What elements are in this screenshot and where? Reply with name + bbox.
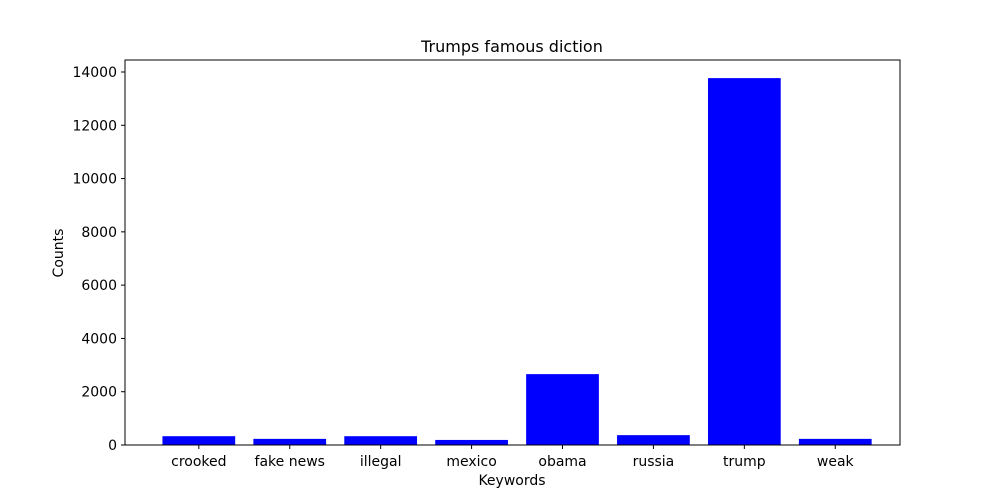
y-tick-label: 4000 bbox=[81, 331, 117, 347]
bar-illegal bbox=[344, 436, 418, 445]
chart-title: Trumps famous diction bbox=[420, 37, 603, 56]
y-tick-label: 6000 bbox=[81, 278, 117, 294]
bar-crooked bbox=[162, 436, 236, 445]
y-tick-label: 12000 bbox=[72, 118, 117, 134]
bar-mexico bbox=[435, 439, 508, 445]
plot-area-frame bbox=[124, 59, 901, 446]
x-tick-label: weak bbox=[817, 454, 855, 470]
x-axis-ticks: crooked fake news illegal mexico obama russia… bbox=[171, 445, 855, 470]
y-tick-label: 0 bbox=[108, 438, 117, 454]
y-axis-ticks: 0 2000 4000 6000 8000 10000 12000 14000 bbox=[72, 65, 125, 454]
bar-russia bbox=[617, 435, 690, 445]
x-tick-label: illegal bbox=[360, 454, 402, 470]
x-tick-label: fake news bbox=[255, 454, 325, 470]
y-tick-label: 14000 bbox=[72, 65, 117, 81]
y-axis-label: Counts bbox=[51, 229, 67, 278]
bars-layer bbox=[162, 78, 872, 445]
y-tick-label: 2000 bbox=[81, 385, 117, 401]
y-tick-label: 8000 bbox=[81, 225, 117, 241]
x-tick-label: russia bbox=[633, 454, 675, 470]
x-tick-label: crooked bbox=[171, 454, 226, 470]
bar-weak bbox=[798, 438, 872, 445]
x-tick-label: mexico bbox=[446, 454, 496, 470]
y-tick-label: 10000 bbox=[72, 172, 117, 188]
x-axis-label: Keywords bbox=[478, 473, 545, 489]
bar-fake-news bbox=[253, 438, 327, 445]
x-tick-label: obama bbox=[538, 454, 586, 470]
x-tick-label: trump bbox=[723, 454, 766, 470]
bar-trump bbox=[707, 78, 781, 445]
bar-obama bbox=[526, 374, 599, 445]
